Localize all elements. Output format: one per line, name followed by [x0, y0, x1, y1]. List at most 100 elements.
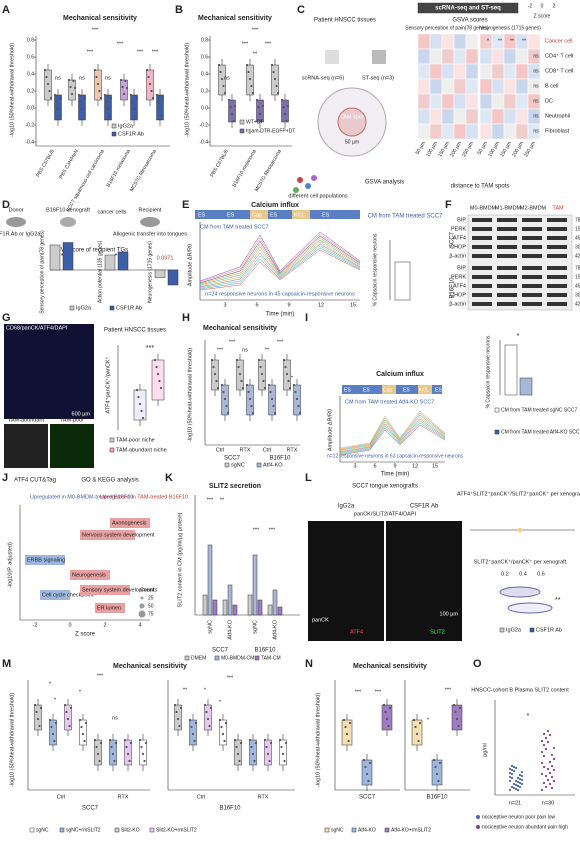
shape: [491, 123, 505, 140]
label: 30: [575, 292, 580, 298]
dot: [262, 379, 265, 383]
dot: [215, 379, 218, 383]
legend-entry: CM from TAM treated Atf4-KO SCC7: [501, 429, 580, 435]
dot: [550, 753, 554, 757]
dot: [159, 386, 163, 390]
significance: ns: [55, 75, 61, 81]
label: 49: [575, 283, 580, 289]
dot: [148, 82, 152, 86]
dot: [144, 741, 148, 745]
dot: [141, 416, 145, 420]
shape: [503, 108, 517, 125]
label: sgNC: [252, 620, 258, 634]
dot: [510, 785, 514, 789]
dot: [520, 778, 524, 782]
label: ***: [207, 497, 214, 503]
shape: [522, 302, 542, 306]
trace: [199, 249, 361, 291]
label: Upregulated in TAM-treated B16F10: [100, 494, 188, 500]
label: panCK/SLIT2/ATF4/DAPI: [354, 511, 416, 517]
dot: [254, 741, 258, 745]
label: n=30: [542, 800, 554, 806]
shape: [515, 78, 529, 95]
label: ns: [533, 68, 539, 74]
trace: [199, 231, 361, 282]
dot: [53, 739, 56, 743]
shape: [184, 655, 190, 661]
dot: [457, 724, 460, 728]
dot: [203, 703, 207, 707]
label: ***: [445, 687, 452, 693]
legend-entry: IgG2a: [118, 123, 134, 129]
shape: [522, 275, 542, 279]
shape: [522, 293, 542, 297]
label: M0-BMDM: [470, 205, 497, 211]
label: SLIT2: [430, 629, 445, 635]
dot: [93, 738, 97, 742]
dot: [106, 107, 110, 111]
dot: [143, 759, 146, 763]
label: TAM: [552, 205, 564, 211]
x-tick-label: 9: [393, 463, 396, 469]
label: *: [79, 689, 82, 695]
trace: [339, 420, 446, 454]
label: ns: [533, 83, 539, 89]
label: CM from TAM treated SCC7: [368, 214, 443, 220]
dot: [121, 85, 124, 89]
shape: [214, 655, 220, 661]
x-tick-label: 3: [353, 463, 356, 469]
dot: [80, 725, 83, 729]
label: -log10 (50%heat-withdrawal threshold): [315, 693, 321, 787]
dot: [550, 786, 554, 790]
dot: [510, 772, 514, 776]
shape: [515, 108, 529, 125]
dot: [283, 112, 287, 116]
dot: [385, 717, 389, 721]
label: ST-seq (n=3): [362, 75, 394, 81]
dot: [225, 404, 228, 408]
x-tick-label: 2: [103, 622, 106, 628]
label: **: [183, 687, 188, 693]
label: ERBB signaling: [27, 557, 65, 563]
dot: [540, 772, 544, 776]
shape: [382, 385, 396, 394]
shape: [529, 627, 535, 633]
dot: [55, 100, 58, 104]
shape: [503, 48, 517, 65]
significance: **: [253, 51, 258, 57]
legend-entry: TAM-abundant niche: [116, 447, 167, 453]
dot: [135, 388, 139, 392]
dot: [241, 386, 245, 390]
dot: [253, 759, 256, 763]
shape: [167, 269, 179, 286]
trace: [199, 241, 361, 287]
label: 0: [541, 3, 544, 9]
stimulus-label: ES: [363, 387, 370, 393]
dot: [129, 741, 133, 745]
shape: [267, 604, 273, 616]
shape: [503, 63, 517, 80]
dot: [218, 718, 222, 722]
dot: [138, 402, 142, 406]
dot: [282, 105, 285, 109]
shape: [104, 254, 116, 271]
label: Upregulated in M0-BMDM-treated B16F10: [30, 494, 133, 500]
dot: [147, 75, 150, 79]
dot: [287, 379, 290, 383]
label: CHOP: [450, 292, 466, 298]
label: ns: [533, 98, 539, 104]
dot: [59, 96, 63, 100]
dot: [518, 773, 522, 777]
label: sgNC: [207, 620, 213, 634]
size-key: [139, 603, 145, 609]
dot: [275, 84, 278, 88]
dot: [70, 92, 74, 96]
y-tick-label: 0.2: [27, 88, 34, 94]
label: Amplitude ΔR/R0: [187, 244, 193, 286]
shape: [324, 827, 330, 833]
stimulus-label: ES: [435, 387, 442, 393]
dot: [224, 721, 228, 725]
dot: [512, 786, 516, 790]
stimulus-label: ES: [322, 212, 330, 218]
y-tick-label: 0.0: [201, 105, 208, 111]
